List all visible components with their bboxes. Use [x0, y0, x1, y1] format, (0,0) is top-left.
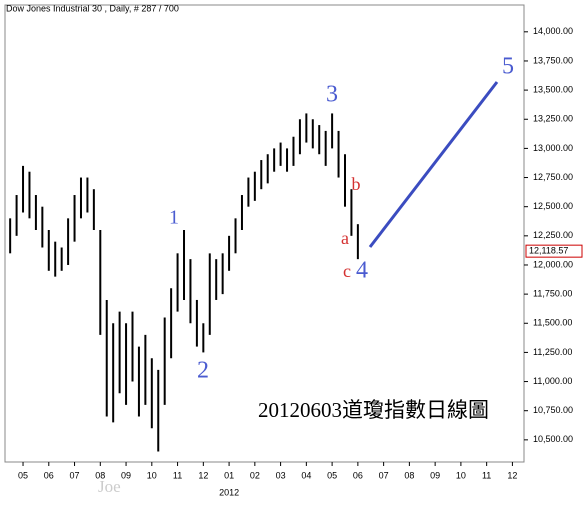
- x-tick-label: 07: [70, 470, 80, 480]
- y-tick-label: 12,250.00: [533, 230, 573, 240]
- wave-label: 2: [197, 358, 209, 384]
- chart-title: Dow Jones Industrial 30 , Daily, # 287 /…: [6, 3, 179, 13]
- x-tick-label: 09: [121, 470, 131, 480]
- x-tick-label: 12: [507, 470, 517, 480]
- y-tick-label: 10,500.00: [533, 434, 573, 444]
- wave-label: a: [341, 228, 349, 248]
- y-tick-label: 11,500.00: [533, 318, 572, 328]
- year-label: 2012: [219, 487, 239, 497]
- y-tick-label: 12,500.00: [533, 201, 573, 211]
- wave-label: 4: [356, 258, 368, 284]
- wave-label: 5: [502, 54, 514, 80]
- x-tick-label: 02: [250, 470, 260, 480]
- caption: 20120603道瓊指數日線圖: [258, 398, 489, 422]
- y-tick-label: 13,250.00: [533, 114, 573, 124]
- x-tick-label: 12: [198, 470, 208, 480]
- x-tick-label: 09: [430, 470, 440, 480]
- wave-5-line: [368, 81, 499, 248]
- x-tick-label: 11: [482, 470, 491, 480]
- wave-label: c: [343, 261, 351, 281]
- plot-frame: [4, 4, 525, 463]
- x-tick-label: 11: [173, 470, 182, 480]
- x-tick-label: 10: [456, 470, 466, 480]
- x-tick-label: 01: [224, 470, 234, 480]
- x-tick-label: 04: [301, 470, 311, 480]
- y-tick-label: 14,000.00: [533, 26, 573, 36]
- wave-label: b: [352, 174, 361, 194]
- y-tick-label: 10,750.00: [533, 405, 573, 415]
- x-tick-label: 08: [95, 470, 105, 480]
- y-tick-label: 11,750.00: [533, 288, 572, 298]
- x-tick-label: 08: [404, 470, 414, 480]
- y-tick-label: 12,000.00: [533, 259, 573, 269]
- y-tick-label: 11,000.00: [533, 376, 572, 386]
- wave-label: 3: [326, 82, 338, 108]
- y-tick-label: 13,500.00: [533, 84, 573, 94]
- x-tick-label: 05: [327, 470, 337, 480]
- y-tick-label: 13,750.00: [533, 55, 573, 65]
- x-tick-label: 10: [147, 470, 157, 480]
- y-tick-label: 11,250.00: [533, 347, 572, 357]
- y-tick-label: 13,000.00: [533, 143, 573, 153]
- y-tick-label: 12,750.00: [533, 172, 573, 182]
- watermark: Joe: [98, 477, 121, 496]
- x-tick-label: 07: [379, 470, 389, 480]
- x-tick-label: 05: [18, 470, 28, 480]
- x-tick-label: 06: [44, 470, 54, 480]
- last-price-box: [525, 244, 583, 258]
- last-price-label: 12,118.57: [529, 246, 568, 256]
- x-tick-label: 03: [276, 470, 286, 480]
- x-tick-label: 06: [353, 470, 363, 480]
- wave-label: 1: [169, 207, 179, 229]
